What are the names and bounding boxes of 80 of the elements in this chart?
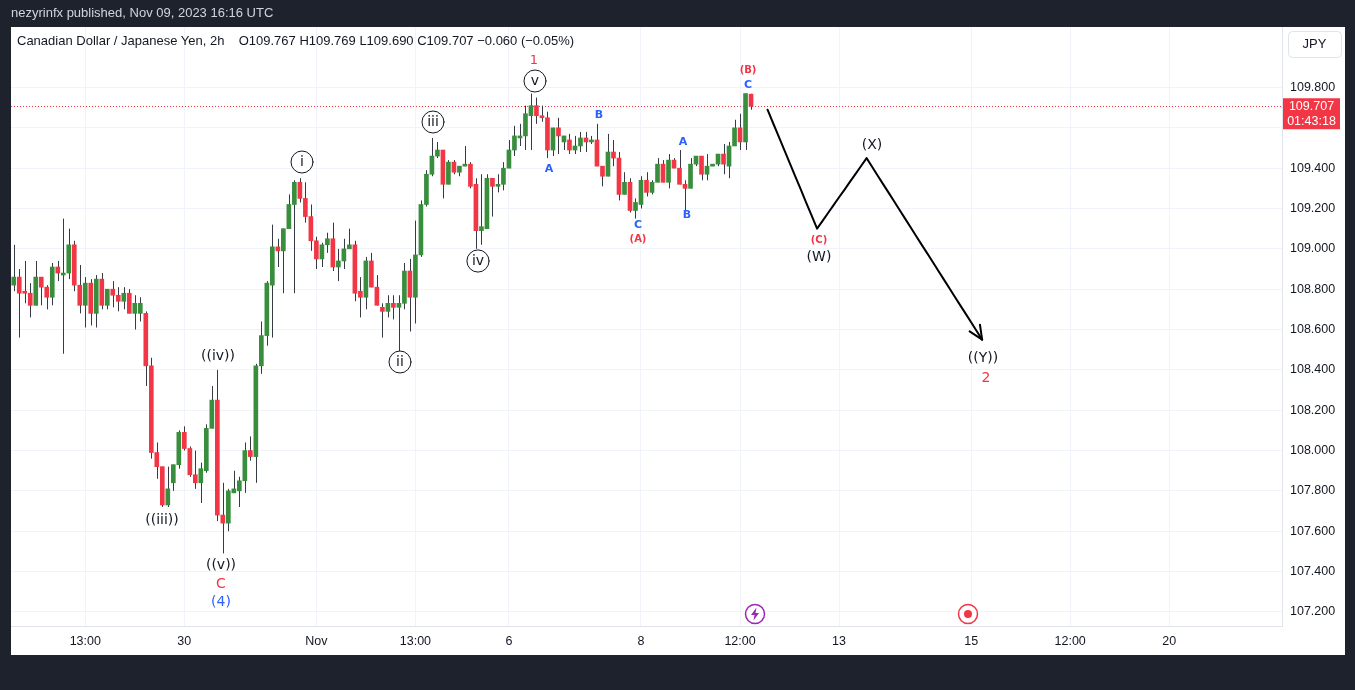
- annotation: C: [743, 78, 753, 92]
- y-axis-title: JPY: [1302, 35, 1327, 51]
- annotation: ((Y)): [967, 349, 999, 366]
- annotation: ((v)): [205, 556, 237, 573]
- candlestick: [578, 131, 583, 153]
- candlestick: [55, 260, 61, 282]
- annotation: 2: [981, 369, 991, 386]
- text: nezyrinfx published, Nov 09, 2023 16:16 UTC: [11, 5, 274, 21]
- x-tick-label: 12:00: [724, 633, 756, 648]
- y-tick-label: 109.200: [1290, 200, 1336, 215]
- x-tick-label: 13:00: [399, 633, 432, 648]
- y-tick-label: 107.400: [1290, 564, 1336, 578]
- candlestick: [77, 264, 83, 314]
- y-tick-label: 108.800: [1290, 281, 1336, 296]
- candlestick: [556, 117, 561, 155]
- annotation: (A): [629, 233, 647, 245]
- candlestick: [490, 177, 495, 218]
- ref-line-label: 109.707: [1288, 99, 1335, 114]
- x-tick-label: 13:00: [69, 633, 101, 648]
- x-tick-label: 15: [964, 633, 979, 648]
- candlestick: [126, 288, 132, 314]
- candlestick: [248, 435, 253, 462]
- candlestick: [721, 143, 726, 175]
- x-tick-label: Nov: [305, 633, 329, 648]
- x-tick-label: 20: [1162, 633, 1177, 648]
- annotation: ((iii)): [145, 511, 179, 528]
- candlestick: [11, 244, 17, 292]
- annotation: (C): [810, 234, 828, 246]
- annotation: ((iv)): [200, 347, 236, 364]
- annotation: A: [678, 135, 688, 149]
- candlestick: [600, 165, 605, 187]
- annotation: iii: [427, 113, 439, 130]
- candlestick: [347, 228, 352, 250]
- annotation: B: [594, 108, 604, 122]
- y-tick-label: 107.200: [1290, 604, 1336, 619]
- annotation: i: [300, 153, 304, 170]
- annotation: (B): [739, 64, 757, 76]
- candlestick: [666, 153, 671, 189]
- annotation: A: [544, 162, 554, 176]
- candlestick: [380, 302, 385, 339]
- x-tick-label: 12:00: [1054, 633, 1086, 648]
- candlestick: [104, 288, 110, 310]
- y-tick-label: 109.800: [1290, 79, 1336, 94]
- annotation: ii: [396, 353, 404, 370]
- y-tick-label: 107.600: [1290, 523, 1336, 538]
- candlestick: [446, 159, 451, 185]
- y-tick-label: 108.400: [1290, 362, 1336, 377]
- candlestick: [121, 286, 127, 310]
- candlestick: [644, 171, 649, 197]
- annotation: (W): [806, 248, 832, 265]
- annotation: B: [682, 208, 692, 222]
- candlestick: [699, 155, 704, 181]
- annotation: C: [216, 575, 227, 592]
- candlestick: [336, 248, 341, 282]
- chart-title: Canadian Dollar / Japanese Yen, 2h: [17, 32, 225, 48]
- x-tick-label: 8: [637, 633, 645, 648]
- annotation: (4): [211, 593, 231, 610]
- candlestick: [165, 466, 171, 508]
- y-tick-label: 107.800: [1290, 483, 1336, 498]
- candlestick: [732, 119, 737, 147]
- annotation: (X): [861, 136, 883, 153]
- y-tick-label: 108.200: [1290, 402, 1336, 417]
- candlestick: [567, 133, 572, 155]
- y-tick-label: 108.600: [1290, 321, 1336, 336]
- annotation: iv: [471, 252, 485, 269]
- x-tick-label: 13: [832, 633, 847, 648]
- annotation: C: [633, 218, 643, 232]
- x-tick-label: 30: [177, 633, 192, 648]
- candlestick: [391, 294, 396, 320]
- x-tick-label: 6: [505, 633, 513, 648]
- y-tick-label: 109.400: [1290, 160, 1336, 175]
- candlestick: [622, 171, 627, 195]
- candlestick: [82, 276, 88, 329]
- annotation: v: [530, 72, 540, 89]
- chart-subtitle: O109.767 H109.769 L109.690 C109.707 −0.060 (−0.05%): [238, 32, 575, 48]
- candlestick: [611, 139, 616, 167]
- annotation: 1: [529, 51, 539, 67]
- y-tick-label: 109.000: [1290, 241, 1336, 256]
- text: 01:43:18: [1287, 113, 1336, 128]
- y-tick-label: 108.000: [1290, 442, 1336, 457]
